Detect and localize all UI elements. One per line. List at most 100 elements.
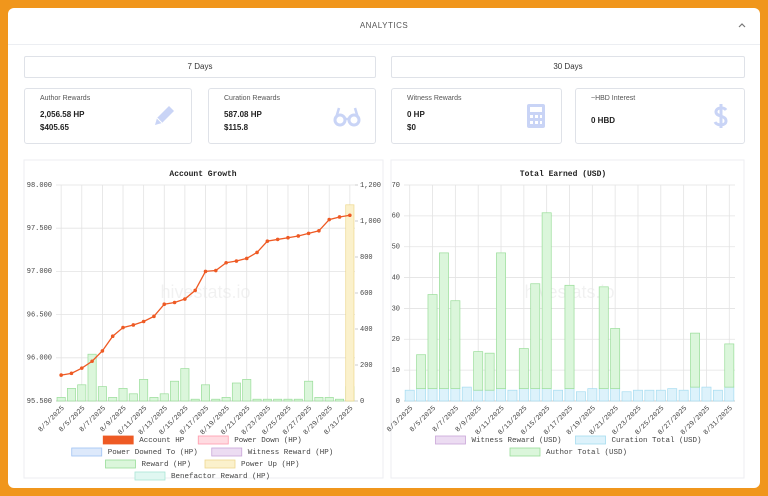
point	[337, 215, 342, 219]
point	[152, 314, 156, 319]
y-tick-label: 10	[392, 367, 400, 375]
bar-segment	[518, 348, 529, 390]
legend-label: Curation Total (USD)	[612, 437, 702, 445]
point	[296, 234, 301, 238]
card-label: Author Rewards	[40, 95, 91, 102]
bar	[77, 384, 87, 402]
point	[348, 213, 352, 218]
bar	[128, 393, 138, 402]
card-value: $0	[407, 123, 416, 132]
y-tick-label: 98.000	[27, 182, 52, 190]
bar-segment	[439, 252, 449, 390]
bar-segment	[712, 389, 723, 402]
bar-segment	[678, 389, 689, 402]
point	[234, 259, 239, 263]
y2-tick-label: 600	[360, 290, 373, 298]
bar-segment	[564, 388, 575, 402]
range-button[interactable]: 30 Days	[391, 56, 745, 78]
bar-segment	[450, 300, 461, 390]
legend-swatch	[509, 447, 541, 457]
range-button[interactable]: 7 Days	[24, 56, 376, 78]
y2-tick-label: 400	[360, 326, 373, 334]
point	[265, 239, 270, 243]
bar	[66, 388, 76, 402]
y-tick-label: 30	[392, 305, 400, 313]
point	[203, 269, 208, 274]
bar-segment	[404, 389, 415, 402]
point	[100, 349, 105, 353]
bar	[149, 397, 159, 402]
bar-segment	[621, 391, 632, 402]
bar-segment	[473, 389, 484, 402]
legend-item: Power Down (HP)	[197, 435, 302, 445]
legend-item: Benefactor Reward (HP)	[134, 471, 270, 481]
legend-label: Author Total (USD)	[546, 449, 627, 457]
legend-item: Author Total (USD)	[509, 447, 627, 457]
bar	[242, 379, 252, 402]
legend-swatch	[197, 435, 229, 445]
glasses-icon	[333, 107, 361, 127]
bar	[335, 398, 345, 402]
bar-segment	[541, 212, 552, 390]
collapse-caret[interactable]	[738, 22, 746, 28]
stat-card: Curation Rewards 587.08 HP $115.8	[208, 88, 376, 144]
bar	[87, 353, 97, 402]
bar	[180, 368, 190, 402]
dollar-icon	[713, 104, 728, 128]
legend-label: Power Down (HP)	[234, 437, 302, 445]
bar-segment	[427, 388, 438, 402]
panel-header[interactable]: ANALYTICS	[8, 8, 760, 45]
bar-segment	[484, 352, 495, 391]
bar-segment	[655, 389, 666, 402]
y2-tick-label: 0	[360, 398, 364, 406]
bar-segment	[690, 332, 700, 388]
legend-swatch	[575, 435, 606, 445]
bar-segment	[416, 388, 427, 402]
bar-segment	[701, 386, 712, 402]
legend-swatch	[211, 447, 243, 457]
bar	[170, 380, 180, 402]
legend-label: Witness Reward (USD)	[471, 437, 561, 445]
bar	[97, 386, 107, 402]
bar-segment	[690, 386, 700, 402]
legend-swatch	[204, 459, 236, 469]
point	[162, 302, 167, 307]
y2-tick-label: 1,200	[360, 182, 381, 190]
card-value: 0 HBD	[591, 116, 616, 125]
bar-segment	[575, 391, 586, 402]
bar-segment	[473, 351, 484, 391]
legend-swatch	[102, 435, 134, 445]
card-value: $405.65	[40, 123, 69, 132]
y2-tick-label: 1,000	[360, 218, 381, 226]
y-tick-label: 97.000	[27, 268, 52, 276]
bar	[283, 398, 293, 402]
card-label: Curation Rewards	[224, 95, 281, 102]
bar-segment	[667, 388, 678, 402]
bar-segment	[461, 386, 472, 402]
bar-segment	[564, 284, 575, 390]
point	[90, 359, 94, 364]
stat-card: Author Rewards 2,056.58 HP $405.65	[24, 88, 192, 144]
bar-segment	[610, 388, 621, 402]
point	[327, 217, 332, 222]
bar-segment	[724, 343, 735, 388]
chart-card	[23, 159, 384, 479]
y-tick-label: 96.500	[27, 311, 52, 319]
y-tick-label: 95.500	[27, 398, 52, 406]
bar-segment	[610, 328, 621, 390]
chart-title: Account Growth	[169, 170, 236, 179]
legend-swatch	[435, 435, 466, 445]
bar	[159, 393, 169, 402]
legend-label: Account HP	[139, 437, 185, 445]
bar	[324, 397, 334, 402]
card-label: ~HBD Interest	[591, 95, 636, 102]
legend-item: Curation Total (USD)	[575, 435, 702, 445]
legend-item: Reward (HP)	[105, 459, 191, 469]
legend-item: Account HP	[102, 435, 185, 445]
bar-segment	[518, 388, 529, 402]
bar	[293, 398, 303, 402]
point	[244, 256, 249, 261]
bar-segment	[439, 388, 449, 402]
bar-segment	[587, 388, 598, 402]
point	[110, 334, 115, 339]
